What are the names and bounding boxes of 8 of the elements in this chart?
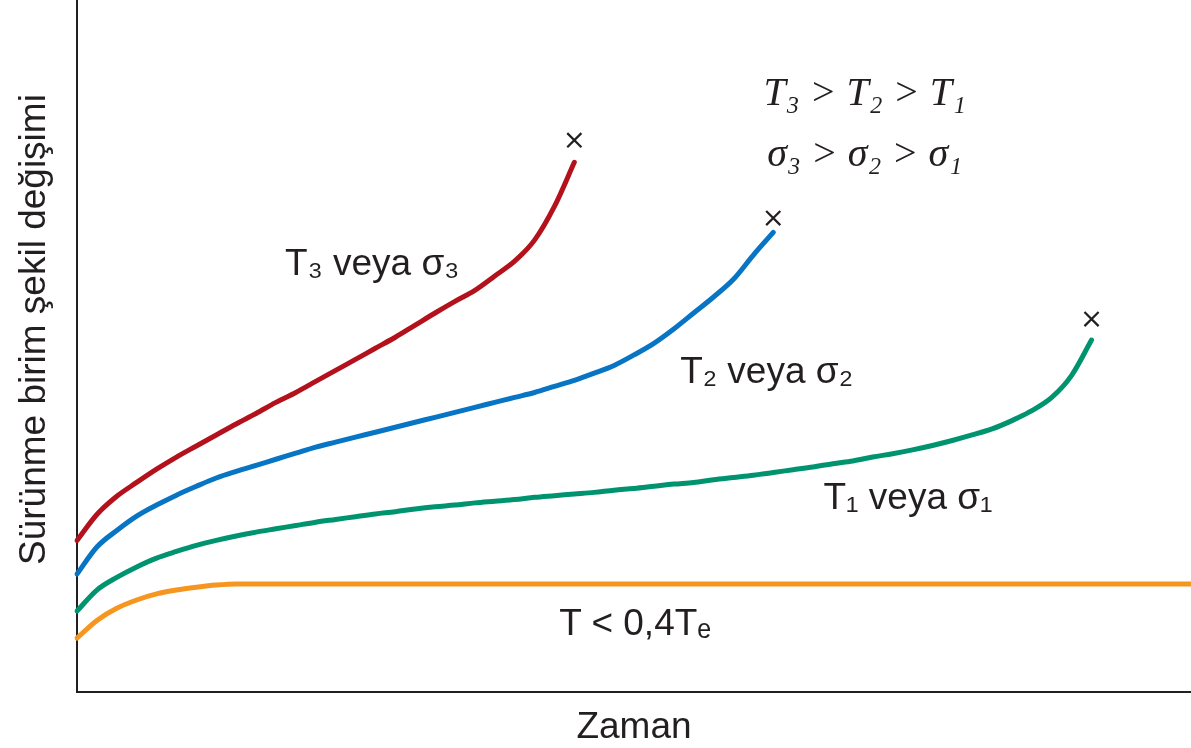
text: T₃ > T₂ > T₁ [763,69,966,115]
series-label: T₃ veya σ₃ [285,242,460,284]
series-label: T₁ veya σ₁ [823,475,993,517]
x-axis-title: Zaman [576,704,692,746]
y-axis-title: Sürünme birim şekil değişimi [12,94,53,566]
series-label: T < 0,4Tₑ [559,602,712,644]
annotation: σ₃ > σ₂ > σ₁ [767,129,963,175]
series-label: T₂ veya σ₂ [680,349,854,391]
